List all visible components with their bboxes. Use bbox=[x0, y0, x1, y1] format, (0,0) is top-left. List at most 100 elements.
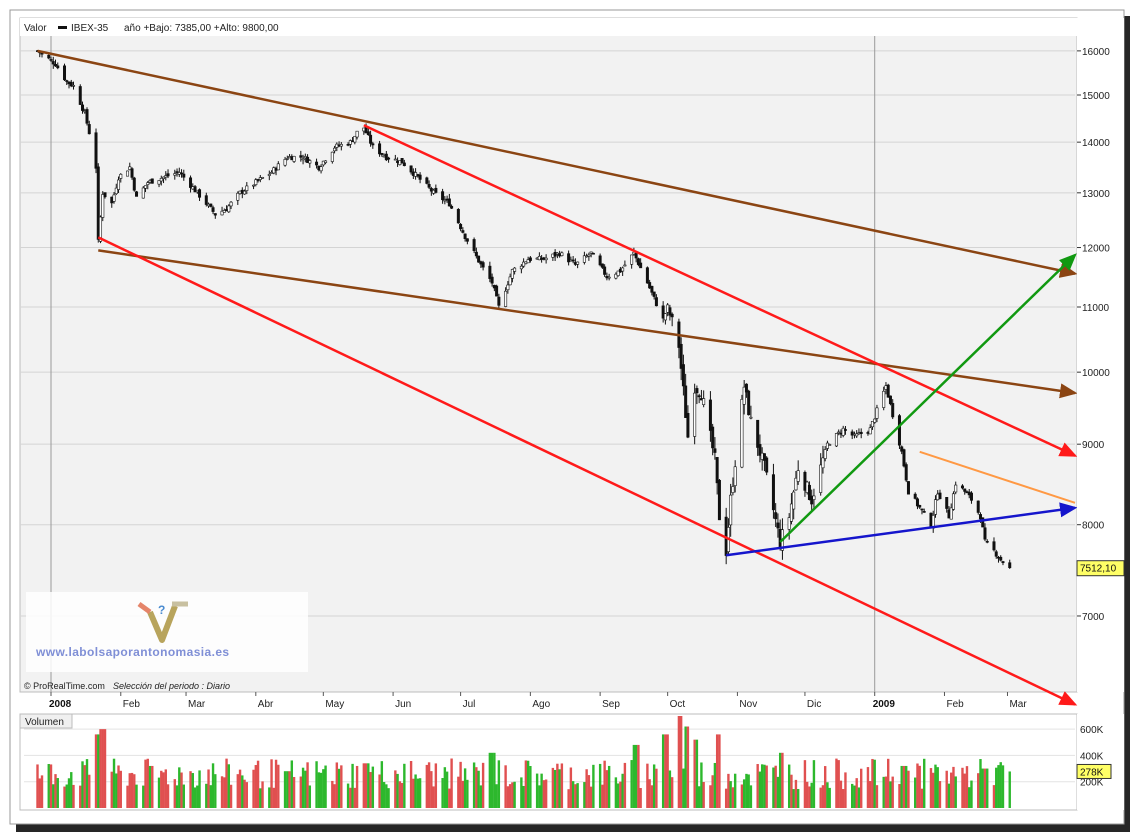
price-candle-body bbox=[582, 255, 586, 263]
price-candle-body bbox=[792, 491, 796, 510]
price-candle-body bbox=[506, 284, 510, 291]
volume-bar bbox=[252, 769, 255, 808]
volume-bar bbox=[335, 762, 339, 808]
price-candle-body bbox=[954, 484, 958, 493]
price-candle-body bbox=[126, 170, 130, 177]
price-candle-body bbox=[740, 399, 744, 468]
volume-bar bbox=[918, 765, 921, 808]
price-candle-body bbox=[243, 190, 247, 195]
last-volume-label: 278K bbox=[1080, 767, 1104, 778]
price-candle-body bbox=[65, 80, 69, 82]
price-candle-body bbox=[461, 230, 465, 233]
trendline-green bbox=[779, 253, 1077, 543]
price-candle-body bbox=[429, 188, 433, 192]
svg-text:?: ? bbox=[158, 603, 165, 617]
volume-bar bbox=[796, 788, 800, 808]
price-candle-body bbox=[985, 540, 989, 543]
volume-bar bbox=[40, 775, 44, 808]
price-candle-body bbox=[843, 429, 847, 431]
price-candle-body bbox=[409, 165, 413, 173]
price-candle-body bbox=[402, 162, 406, 167]
price-candle-body bbox=[888, 395, 892, 405]
price-candle-body bbox=[744, 383, 748, 393]
month-tick-label: 2009 bbox=[873, 699, 896, 710]
volume-bar bbox=[792, 789, 795, 808]
volume-bar bbox=[83, 765, 86, 808]
volume-bar bbox=[954, 776, 957, 808]
price-candle-body bbox=[400, 158, 404, 164]
price-candle-body bbox=[447, 198, 451, 207]
volume-bar bbox=[259, 788, 262, 808]
volume-bar bbox=[229, 784, 233, 808]
price-candle-body bbox=[560, 252, 564, 257]
price-candle-body bbox=[366, 131, 370, 135]
volume-bar bbox=[304, 770, 307, 808]
last-price-label: 7512,10 bbox=[1080, 564, 1117, 575]
price-candle-body bbox=[774, 512, 778, 520]
price-candle-body bbox=[103, 192, 107, 198]
price-candle-body bbox=[598, 255, 602, 266]
volume-bar bbox=[934, 764, 937, 808]
volume-bar bbox=[715, 734, 719, 808]
price-candle-body bbox=[616, 270, 620, 276]
volume-bar bbox=[857, 787, 861, 808]
volume-bar bbox=[299, 776, 303, 808]
price-candle-body bbox=[922, 511, 926, 513]
volume-bar bbox=[923, 758, 926, 808]
volume-bar bbox=[542, 780, 546, 808]
trendline-red bbox=[363, 124, 1078, 457]
volume-bar bbox=[425, 764, 429, 808]
volume-bar bbox=[529, 766, 532, 808]
volume-bar bbox=[306, 762, 309, 808]
price-candle-body bbox=[742, 386, 746, 405]
volume-bar bbox=[650, 785, 654, 808]
volume-bar bbox=[666, 734, 669, 808]
price-candle-body bbox=[663, 313, 667, 321]
volume-bar bbox=[950, 772, 953, 808]
volume-bar bbox=[162, 772, 165, 808]
volume-bar bbox=[724, 788, 728, 808]
price-tick-label: 10000 bbox=[1082, 368, 1110, 379]
price-candle-body bbox=[949, 507, 953, 520]
volume-bar bbox=[466, 779, 469, 808]
range-text: año +Bajo: 7385,00 +Alto: 9800,00 bbox=[124, 23, 279, 34]
volume-bar bbox=[727, 773, 730, 808]
volume-bar bbox=[398, 781, 402, 808]
price-candle-body bbox=[600, 263, 604, 268]
volume-bar bbox=[173, 779, 176, 808]
volume-bar bbox=[567, 789, 570, 808]
volume-bar bbox=[992, 785, 996, 808]
price-candle-body bbox=[488, 265, 492, 279]
volume-bar bbox=[634, 744, 638, 808]
price-axis-ticks: 7000 8000 9000 10000 11000 12000 13000 14000 150… bbox=[1077, 47, 1110, 623]
price-candle-body bbox=[992, 541, 996, 551]
volume-tick-label: 200K bbox=[1080, 778, 1104, 789]
volume-bar bbox=[601, 784, 604, 808]
price-candle-body bbox=[803, 471, 807, 491]
volume-bar bbox=[907, 770, 910, 808]
price-candle-body bbox=[758, 444, 762, 456]
price-candle-body bbox=[150, 178, 154, 184]
volume-bar bbox=[272, 787, 276, 808]
price-candle-body bbox=[607, 276, 611, 279]
volume-bar bbox=[965, 766, 969, 808]
price-candle-body bbox=[193, 186, 197, 193]
volume-bar bbox=[981, 768, 984, 808]
price-candle-body bbox=[252, 184, 256, 187]
price-candle-body bbox=[490, 276, 494, 284]
price-tick-label: 12000 bbox=[1082, 244, 1110, 255]
volume-bar bbox=[56, 778, 59, 808]
volume-bar bbox=[524, 760, 528, 808]
price-candle-body bbox=[254, 179, 258, 186]
price-candle-body bbox=[945, 497, 949, 509]
price-candle-body bbox=[634, 253, 638, 259]
price-candle-body bbox=[900, 446, 904, 452]
volume-bar bbox=[929, 768, 933, 808]
volume-bar bbox=[115, 773, 118, 808]
volume-bar bbox=[189, 771, 192, 808]
watermark-url[interactable]: www.labolsaporantonomasia.es bbox=[35, 645, 229, 659]
volume-bar bbox=[236, 774, 240, 808]
volume-bar bbox=[569, 767, 573, 808]
volume-bar bbox=[790, 774, 793, 808]
volume-bar bbox=[490, 752, 494, 808]
